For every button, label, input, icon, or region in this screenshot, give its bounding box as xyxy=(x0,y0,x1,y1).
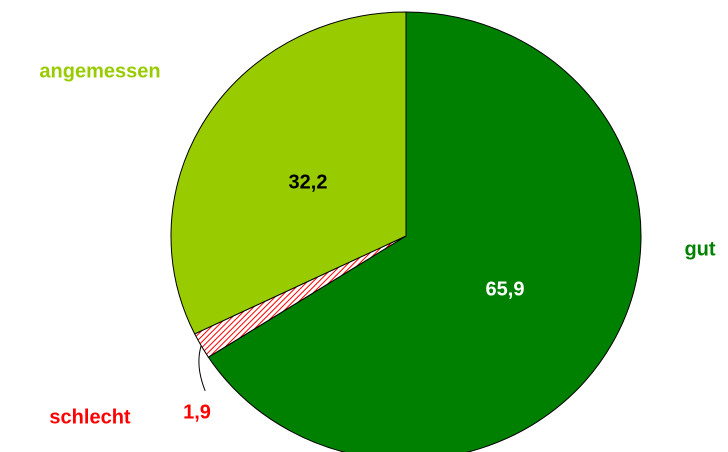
category-label: schlecht xyxy=(49,406,130,428)
category-label: angemessen xyxy=(39,60,160,82)
value-label: 32,2 xyxy=(289,171,328,193)
value-label: 65,9 xyxy=(486,278,525,300)
pie-slice xyxy=(207,11,642,452)
category-label: gut xyxy=(684,238,715,260)
value-label: 1,9 xyxy=(183,401,211,423)
pie-slice xyxy=(170,11,407,335)
leader-line xyxy=(198,345,206,391)
